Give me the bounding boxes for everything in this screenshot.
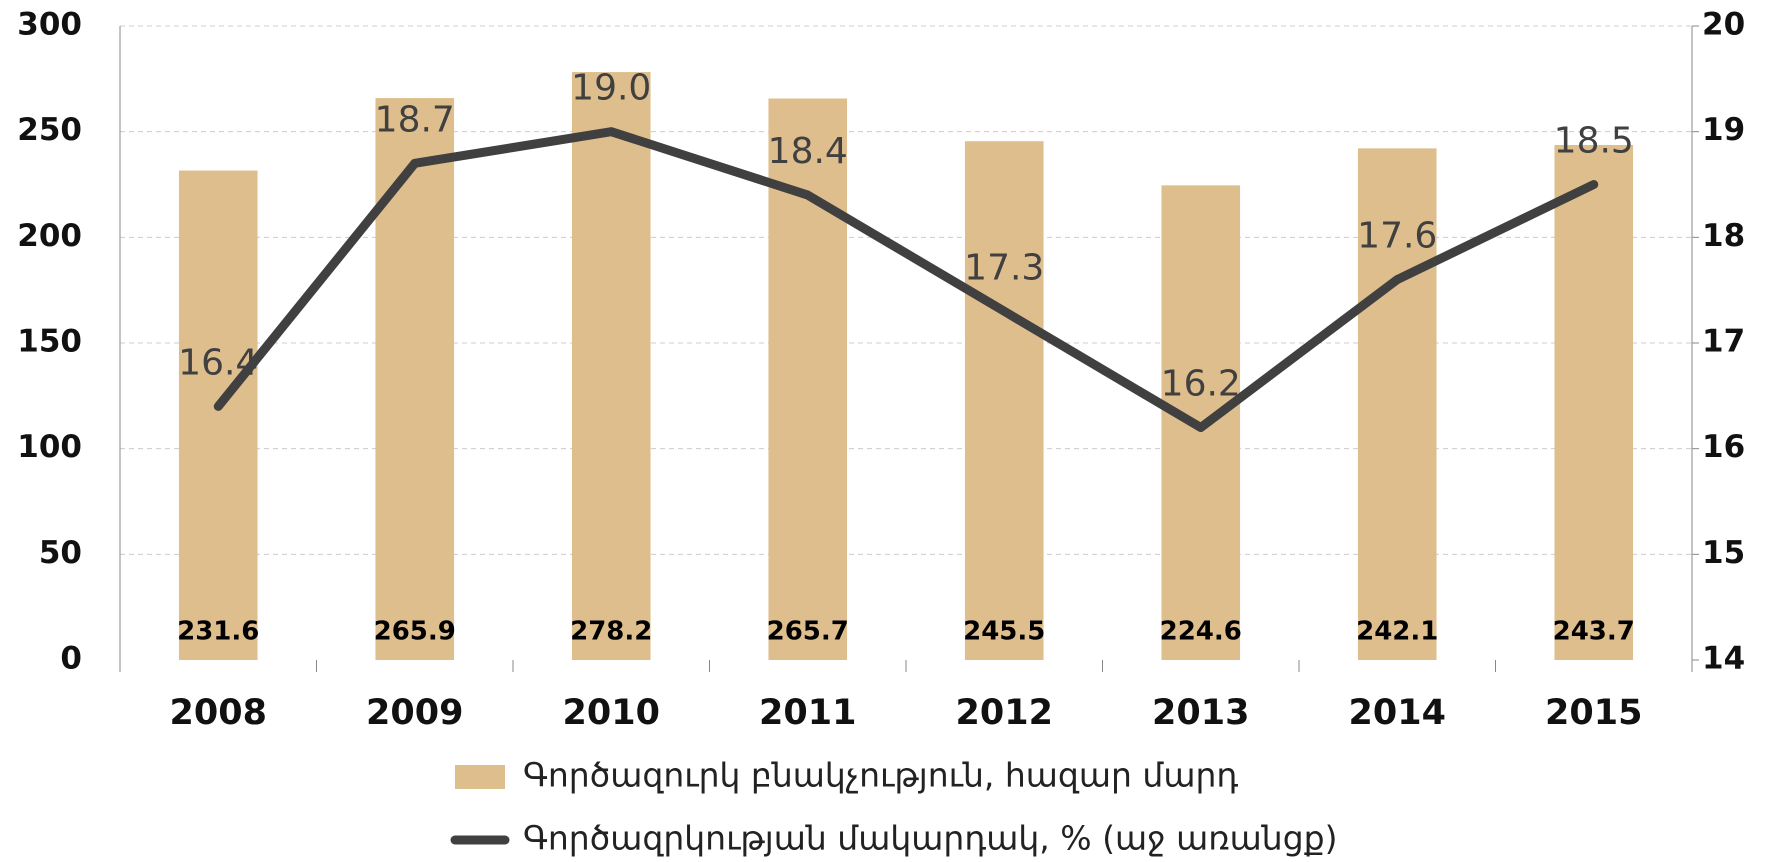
x-tick-label: 2013 (1152, 693, 1249, 733)
y2-tick-label: 19 (1702, 112, 1745, 148)
x-tick-label: 2014 (1349, 693, 1446, 733)
line-value-label: 17.6 (1357, 216, 1437, 257)
legend-label: Գործազրկության մակարդակ, % (աջ առանցք) (523, 819, 1337, 858)
line-value-label: 18.4 (768, 131, 848, 172)
line-value-label: 16.4 (178, 342, 258, 383)
bar-value-label: 265.7 (767, 617, 849, 647)
line-value-label: 16.2 (1161, 364, 1241, 405)
bar-value-label: 245.5 (963, 617, 1045, 647)
y2-tick-label: 15 (1702, 535, 1745, 571)
y-tick-label: 100 (17, 429, 82, 465)
y-tick-label: 0 (60, 641, 82, 677)
bar (178, 170, 258, 660)
line-value-label: 19.0 (571, 68, 651, 109)
y-tick-label: 200 (17, 218, 82, 254)
x-tick-label: 2010 (563, 693, 660, 733)
bar-value-label: 242.1 (1356, 617, 1438, 647)
y-tick-label: 150 (17, 324, 82, 360)
bar (571, 72, 651, 660)
bar-value-label: 224.6 (1160, 617, 1242, 647)
x-tick-label: 2012 (956, 693, 1053, 733)
line-value-label: 18.7 (375, 99, 455, 140)
y2-tick-label: 14 (1702, 641, 1745, 677)
bar-value-label: 231.6 (177, 617, 259, 647)
y-tick-label: 50 (39, 535, 82, 571)
y2-tick-label: 16 (1702, 429, 1745, 465)
bar (1554, 144, 1634, 661)
bar-value-label: 278.2 (570, 617, 652, 647)
y-tick-label: 300 (17, 7, 82, 43)
bar-value-label: 243.7 (1553, 617, 1635, 647)
x-tick-label: 2009 (366, 693, 463, 733)
bar (964, 141, 1044, 661)
x-tick-label: 2011 (759, 693, 856, 733)
y2-tick-label: 17 (1702, 324, 1745, 360)
x-tick-label: 2015 (1545, 693, 1642, 733)
y2-tick-label: 20 (1702, 7, 1745, 43)
bar (375, 98, 455, 660)
line-value-label: 17.3 (964, 247, 1044, 288)
y-tick-label: 250 (17, 112, 82, 148)
x-tick-label: 2008 (170, 693, 267, 733)
bar-value-label: 265.9 (374, 617, 456, 647)
legend-label: Գործազուրկ բնակչություն, հազար մարդ (523, 756, 1238, 795)
line-value-label: 18.5 (1554, 121, 1634, 162)
bar (1357, 148, 1437, 660)
legend-swatch (455, 765, 505, 789)
y2-tick-label: 18 (1702, 218, 1745, 254)
line (213, 127, 1599, 433)
